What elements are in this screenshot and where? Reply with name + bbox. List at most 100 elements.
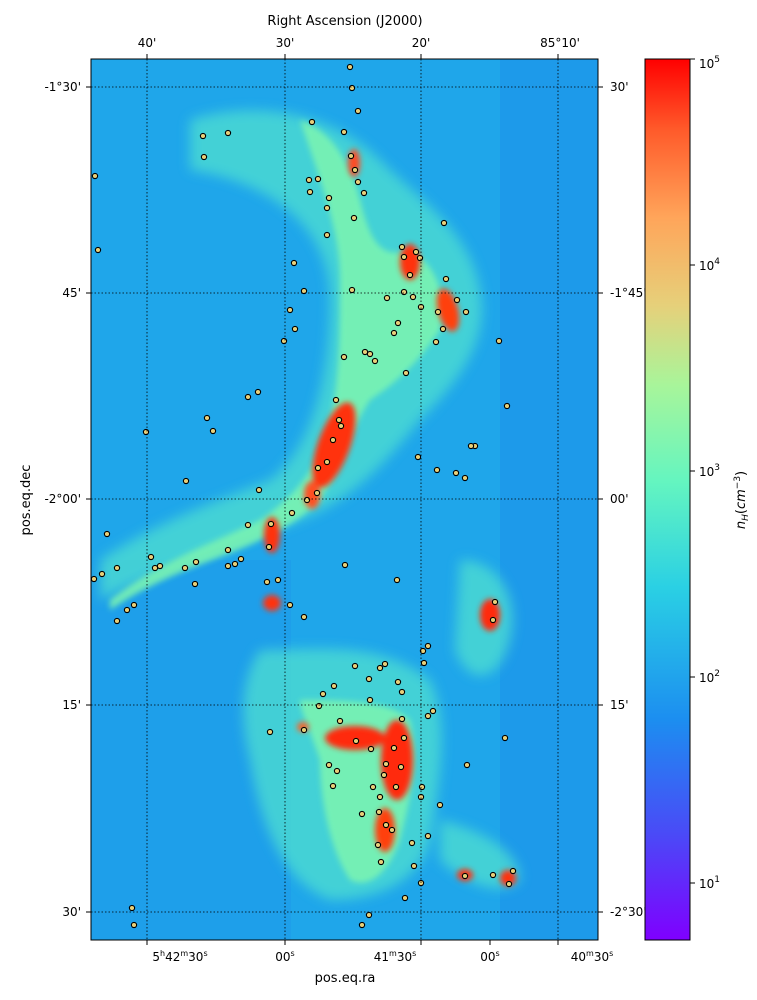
core-marker [414, 453, 422, 461]
core-marker [313, 489, 321, 497]
core-marker [300, 726, 308, 734]
colorbar: 105 104 103 102 101 nH(cm−3) [644, 55, 751, 941]
core-marker [424, 712, 432, 720]
core-marker [300, 613, 308, 621]
core-marker [394, 319, 402, 327]
core-marker [409, 293, 417, 301]
core-marker [319, 690, 327, 698]
top-tick-label: 85°10' [540, 36, 580, 50]
core-marker [199, 132, 207, 140]
top-axis-label: Right Ascension (J2000) [267, 14, 422, 29]
core-marker [113, 617, 121, 625]
core-marker [398, 715, 406, 723]
core-marker [315, 702, 323, 710]
core-marker [323, 204, 331, 212]
core-marker [341, 561, 349, 569]
core-marker [397, 763, 405, 771]
core-marker [130, 601, 138, 609]
tick-marks [86, 54, 603, 945]
core-marker [358, 921, 366, 929]
core-marker [433, 466, 441, 474]
core-marker [280, 337, 288, 345]
top-tick-label: 30' [276, 36, 295, 50]
core-marker [182, 477, 190, 485]
left-tick-label: 30' [62, 905, 81, 919]
core-marker [267, 520, 275, 528]
core-marker [390, 744, 398, 752]
core-marker [371, 357, 379, 365]
core-marker [352, 737, 360, 745]
core-marker [156, 562, 164, 570]
core-marker [432, 338, 440, 346]
core-marker [424, 832, 432, 840]
core-markers [91, 63, 517, 929]
top-tick-label: 40' [138, 36, 157, 50]
core-marker [98, 570, 106, 578]
core-marker [288, 509, 296, 517]
core-marker [123, 606, 131, 614]
colorbar-label: nH(cm−3) [733, 471, 751, 529]
colorbar-tick-label: 103 [699, 463, 720, 479]
core-marker [402, 369, 410, 377]
core-marker [358, 810, 366, 818]
core-marker [400, 253, 408, 261]
core-marker [354, 107, 362, 115]
core-marker [130, 921, 138, 929]
density-map [91, 59, 598, 940]
core-marker [263, 578, 271, 586]
core-marker [491, 598, 499, 606]
core-marker [200, 153, 208, 161]
core-marker [128, 904, 136, 912]
core-marker [329, 436, 337, 444]
core-marker [376, 793, 384, 801]
core-marker [113, 564, 121, 572]
core-marker [203, 414, 211, 422]
core-marker [416, 254, 424, 262]
core-marker [325, 194, 333, 202]
core-marker [505, 880, 513, 888]
core-marker [332, 396, 340, 404]
core-marker [453, 296, 461, 304]
core-marker [337, 422, 345, 430]
core-marker [394, 678, 402, 686]
core-marker [209, 427, 217, 435]
core-marker [410, 862, 418, 870]
core-marker [467, 442, 475, 450]
core-marker [255, 486, 263, 494]
colorbar-tick-label: 104 [699, 257, 720, 273]
core-marker [461, 872, 469, 880]
bottom-tick-label: 41m30s [374, 949, 417, 964]
core-marker [418, 783, 426, 791]
core-marker [382, 821, 390, 829]
core-marker [436, 801, 444, 809]
bottom-tick-label: 5h42m30s [152, 949, 207, 964]
left-tick-label: -1°30' [44, 80, 81, 94]
core-marker [439, 325, 447, 333]
core-marker [461, 474, 469, 482]
core-marker [350, 214, 358, 222]
core-marker [351, 166, 359, 174]
core-marker [419, 647, 427, 655]
core-marker [191, 580, 199, 588]
core-marker [147, 553, 155, 561]
core-marker [489, 871, 497, 879]
core-marker [336, 717, 344, 725]
colorbar-tick-label: 105 [699, 55, 720, 71]
core-marker [224, 129, 232, 137]
core-marker [400, 734, 408, 742]
core-marker [346, 63, 354, 71]
core-marker [244, 521, 252, 529]
core-marker [442, 275, 450, 283]
core-marker [381, 660, 389, 668]
core-marker [305, 176, 313, 184]
bottom-tick-label: 00s [275, 949, 294, 964]
core-marker [151, 564, 159, 572]
core-marker [325, 761, 333, 769]
core-marker [308, 118, 316, 126]
core-marker [323, 231, 331, 239]
core-marker [354, 178, 362, 186]
right-tick-label: 30' [610, 80, 629, 94]
core-marker [192, 558, 200, 566]
left-tick-label: -2°00' [44, 492, 81, 506]
core-marker [347, 152, 355, 160]
